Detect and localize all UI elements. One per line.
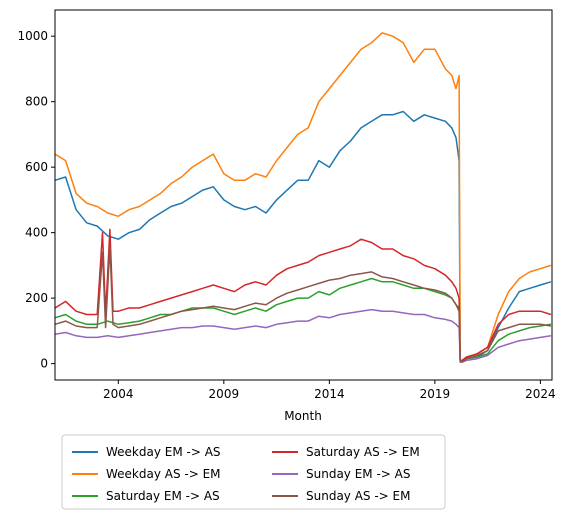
y-tick-label: 400 (25, 226, 48, 240)
legend-label: Saturday AS -> EM (306, 445, 420, 459)
series-line-4 (54, 228, 552, 362)
x-axis-label: Month (284, 409, 322, 423)
y-tick-label: 600 (25, 160, 48, 174)
legend: Weekday EM -> AS Weekday AS -> EM Saturday… (61, 434, 446, 510)
plot-frame (54, 9, 553, 381)
x-tick-label: 2009 (209, 387, 240, 401)
x-tick-label: 2004 (103, 387, 134, 401)
series-line-6 (54, 245, 552, 363)
legend-label: Sunday AS -> EM (306, 489, 411, 503)
y-tick-label: 200 (25, 291, 48, 305)
x-axis: 2004 2009 2014 2019 2024 (103, 380, 556, 401)
y-tick-label: 0 (40, 357, 48, 371)
legend-label: Saturday EM -> AS (106, 489, 220, 503)
y-tick-label: 800 (25, 95, 48, 109)
legend-frame (61, 434, 446, 510)
x-tick-label: 2014 (314, 387, 345, 401)
legend-label: Weekday AS -> EM (106, 467, 221, 481)
x-tick-label: 2019 (420, 387, 451, 401)
plot-area (55, 10, 552, 380)
y-axis: 0 200 400 600 800 1000 (17, 29, 55, 371)
y-tick-label: 1000 (17, 29, 48, 43)
series-layer (54, 32, 552, 363)
x-tick-label: 2024 (525, 387, 556, 401)
legend-label: Sunday EM -> AS (306, 467, 411, 481)
legend-label: Weekday EM -> AS (106, 445, 221, 459)
